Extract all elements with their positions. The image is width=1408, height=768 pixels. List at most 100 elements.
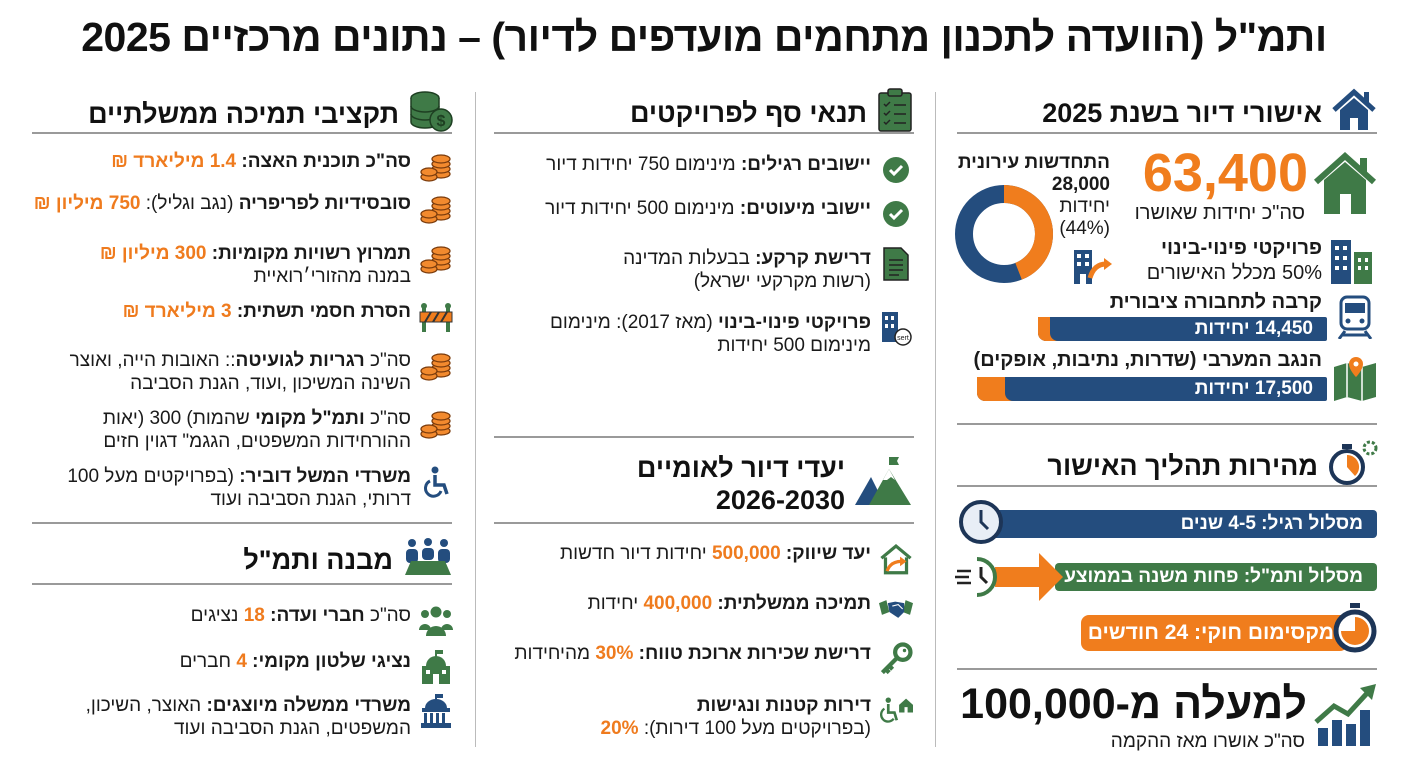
vatmal-track-label: מסלול ותמ"ל: פחות משנה בממוצע (1064, 566, 1363, 587)
structure-list: סה"כ חברי ועדה: 18 נציגים נציגי שלטון מקו… (33, 604, 453, 740)
item-label: ותמ"ל מקומי (255, 408, 365, 429)
stopwatch-gear-icon (1328, 440, 1378, 493)
list-item-text: תמרוץ רשויות מקומיות: 300 מיליון ₪ במנה מ… (33, 242, 411, 288)
highlight-value: 300 מיליון ₪ (99, 243, 207, 264)
total-approved-value: 63,400 (1142, 143, 1308, 203)
list-item-text: נציגי שלטון מקומי: 4 חברים (33, 650, 411, 673)
regular-track-label: מסלול רגיל: 4-5 שנים (1180, 513, 1363, 534)
divider (494, 132, 914, 134)
house-icon (1332, 88, 1376, 139)
accessible-home-icon (879, 694, 913, 728)
threshold-section-heading: תנאי סף לפרויקטים (630, 88, 913, 139)
item-text: בבעלות המדינה (623, 248, 756, 269)
item-label: תמיכה ממשלתית: (712, 593, 871, 614)
buildings-icon (1329, 238, 1375, 289)
item-label: הסרת חסמי תשתית: (231, 301, 411, 322)
list-item-text: משרדי המשל דוביר: (בפרויקטים מעל 100 דרות… (33, 465, 411, 511)
approvals-heading-text: אישורי דיור בשנת 2025 (1042, 98, 1322, 128)
text-line: משרדי ממשלה מיוצגים: האוצר, השיכון, (33, 694, 411, 717)
item-text: מינימום 500 יחידות (717, 335, 871, 356)
text-line: דרישת שכירות ארוכת טווח: 30% מהיחידות (493, 642, 871, 665)
divider (957, 423, 1377, 425)
list-item-text: יעד שיווק: 500,000 יחידות דיור חדשות (493, 542, 871, 565)
item-label: נציגי שלטון מקומי: (246, 651, 411, 672)
item-label: משרדי ממשלה מיוצגים: (206, 695, 411, 716)
item-text: ההורחידות המשפטים, הגגמ" דגוין חזים (103, 431, 411, 452)
item-text: יחידות דיור חדשות (560, 543, 712, 564)
item-label: דרישת קרקע: (755, 248, 871, 269)
divider (32, 522, 452, 524)
list-item-text: סובסידיות לפריפריה (נגב וגליל): 750 מילי… (33, 192, 411, 215)
negev-title: הנגב המערבי (שדרות, נתיבות, אופקים) (973, 349, 1322, 371)
highlight-value: 500,000 (711, 543, 781, 564)
total-since-founding-label: סה"כ אושרו מאז ההקמה (1110, 731, 1305, 752)
text-line: יעד שיווק: 500,000 יחידות דיור חדשות (493, 542, 871, 565)
item-text: :: האובות הייה, ואוצר (69, 350, 236, 371)
clock-icon (958, 499, 1004, 550)
budget-heading-text: תקציבי תמיכה ממשלתיים (88, 99, 399, 129)
vatmal-track-bar: מסלול ותמ"ל: פחות משנה בממוצע (1055, 563, 1377, 591)
list-item: סובסידיות לפריפריה (נגב וגליל): 750 מילי… (33, 192, 453, 226)
item-text: השינה המשיכון ,ועוד, הגנת הסביבה (130, 373, 411, 394)
transit-bar-label: 14,450 יחידות (1194, 318, 1313, 339)
text-line: דרישת קרקע: בבעלות המדינה (493, 247, 871, 270)
people-icon (419, 604, 453, 638)
coins-icon (419, 192, 453, 226)
building-arrow-icon (1072, 248, 1112, 289)
structure-section-heading: מבנה ותמ"ל (243, 537, 453, 584)
donut-urban-renewal-segment (955, 185, 1053, 283)
item-text: (רשות מקרקעי ישראל) (693, 271, 871, 292)
item-label: דירות קטנות ונגישות (696, 695, 871, 716)
train-icon (1337, 293, 1373, 344)
list-item-text: פרויקטי פינוי-בינוי (מאז 2017): מינימום מ… (493, 311, 871, 357)
text-line: סה"כ רגריות לגועיטה:: האובות הייה, ואוצר (33, 349, 411, 372)
text-line: יישובי מיעוטים: מינימום 500 יחידות דיור (493, 197, 871, 220)
growth-chart-icon (1314, 684, 1378, 751)
document-icon (879, 247, 913, 281)
goals-section-heading: יעדי דיור לאומיים 2026-2030 (637, 452, 913, 516)
list-item: משרדי ממשלה מיוצגים: האוצר, השיכון, המשפט… (33, 694, 453, 740)
list-item-text: סה"כ רגריות לגועיטה:: האובות הייה, ואוצר… (33, 349, 411, 395)
divider (32, 583, 452, 585)
list-item-text: דרישת קרקע: בבעלות המדינה (רשות מקרקעי יש… (493, 247, 871, 293)
list-item: הסרת חסמי תשתית: 3 מיליארד ₪ (33, 300, 453, 334)
item-text: (נגב וגליל): (140, 193, 239, 214)
item-text: חברים (179, 651, 237, 672)
urban-renewal-value: 28,000 (1051, 174, 1110, 195)
divider (32, 132, 452, 134)
item-text: סה"כ (364, 350, 411, 371)
coins-icon (419, 349, 453, 383)
text-line: ההורחידות המשפטים, הגגמ" דגוין חזים (33, 430, 411, 453)
item-label: רגריות לגועיטה (235, 350, 365, 371)
urban-renewal-percent: (44%) (1059, 218, 1110, 239)
text-line: דירות קטנות ונגישות (493, 694, 871, 717)
list-item-text: יישובי מיעוטים: מינימום 500 יחידות דיור (493, 197, 871, 220)
item-text: יחידות (587, 593, 644, 614)
legal-maximum-bar: מקסימום חוקי: 24 חודשים (1081, 615, 1348, 651)
text-line: מינימום 500 יחידות (493, 334, 871, 357)
evacuation-title: פרויקטי פינוי-בינוי (1160, 237, 1322, 259)
highlight-value: 3 מיליארד ₪ (122, 301, 232, 322)
list-item: סה"כ חברי ועדה: 18 נציגים (33, 604, 453, 638)
list-item-text: סה"כ תוכנית האצה: 1.4 מיליארד ₪ (33, 150, 411, 173)
text-line: המשפטים, הגנת הסביבה ועוד (33, 717, 411, 740)
highlight-value: 4 (236, 651, 247, 672)
highlight-value: 750 מיליון ₪ (33, 193, 141, 214)
budget-section-heading: $ תקציבי תמיכה ממשלתיים (88, 90, 453, 139)
text-line: הסרת חסמי תשתית: 3 מיליארד ₪ (33, 300, 411, 323)
list-item-text: יישובים רגילים: מינימום 750 יחידות דיור (493, 153, 871, 176)
list-item: דרישת שכירות ארוכת טווח: 30% מהיחידות (493, 642, 913, 676)
item-label: חברי ועדה: (264, 605, 365, 626)
column-divider (935, 92, 936, 747)
stopwatch-icon (1332, 603, 1378, 658)
text-line: תמרוץ רשויות מקומיות: 300 מיליון ₪ (33, 242, 411, 265)
divider (494, 522, 914, 524)
evacuation-share: 50% מכלל האישורים (1146, 262, 1322, 284)
list-item: יישובים רגילים: מינימום 750 יחידות דיור (493, 153, 913, 187)
list-item-text: דירות קטנות ונגישות (בפרויקטים מעל 100 די… (493, 694, 871, 740)
item-text: שהמות) 300 (יאות (102, 408, 256, 429)
item-label: יעד שיווק: (780, 543, 871, 564)
item-label: יישובים רגילים: (740, 154, 871, 175)
handshake-icon (879, 592, 913, 626)
highlight-value: 400,000 (643, 593, 713, 614)
